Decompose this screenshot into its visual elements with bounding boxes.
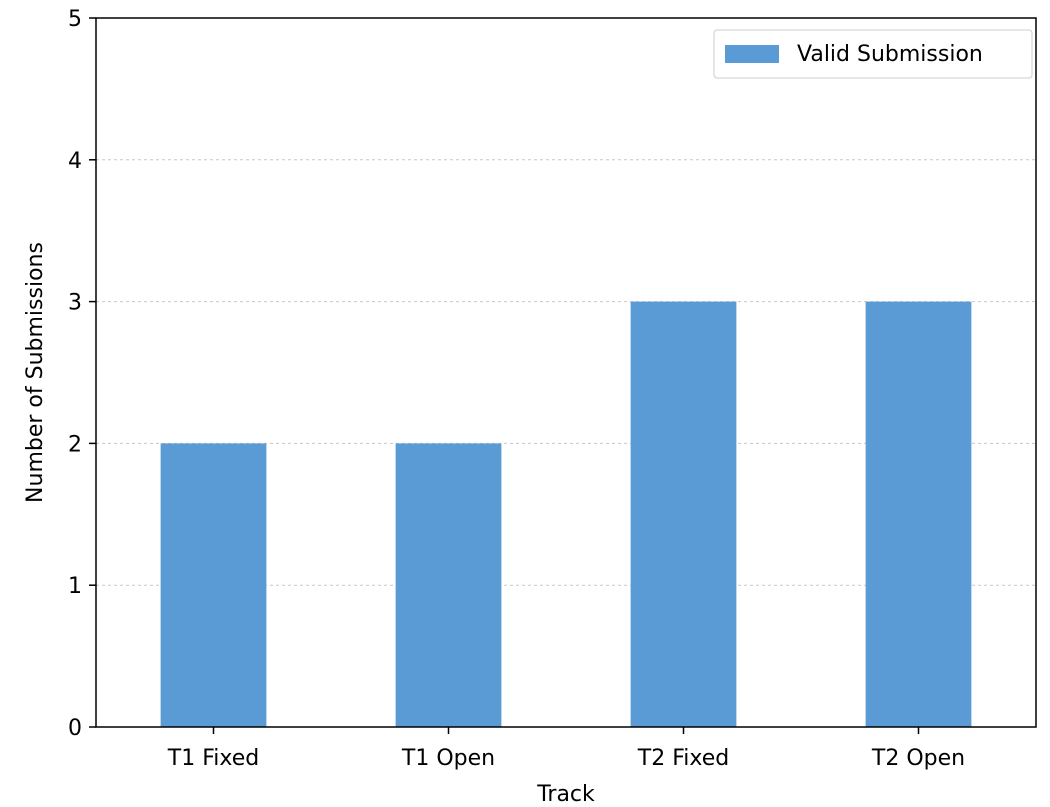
- bar: [160, 443, 267, 727]
- x-tick-label: T2 Open: [871, 746, 965, 771]
- plot-frame: [95, 17, 1037, 728]
- y-tick-label: 5: [68, 7, 82, 32]
- x-tick-label: T1 Open: [401, 746, 495, 771]
- y-tick-label: 0: [68, 716, 82, 741]
- y-tick-label: 4: [68, 149, 82, 174]
- x-tick-label: T2 Fixed: [637, 746, 729, 771]
- bar: [630, 301, 737, 727]
- y-axis-label: Number of Submissions: [23, 242, 48, 503]
- x-axis-label: Track: [536, 782, 595, 807]
- x-tick-label: T1 Fixed: [167, 746, 259, 771]
- legend-swatch: [725, 45, 779, 63]
- legend-box: [713, 29, 1033, 79]
- bars: [160, 301, 972, 727]
- legend: Valid Submission: [713, 29, 1033, 79]
- bar: [395, 443, 502, 727]
- ticks: 0 1 2 3 4 5 T1 Fixed T1 Open T2 Fixed T2 Open: [68, 7, 965, 771]
- legend-label: Valid Submission: [797, 42, 983, 67]
- y-tick-label: 3: [68, 291, 82, 316]
- bar: [865, 301, 972, 727]
- axes: [95, 17, 1037, 728]
- y-tick-label: 1: [68, 574, 82, 599]
- y-tick-label: 2: [68, 432, 82, 457]
